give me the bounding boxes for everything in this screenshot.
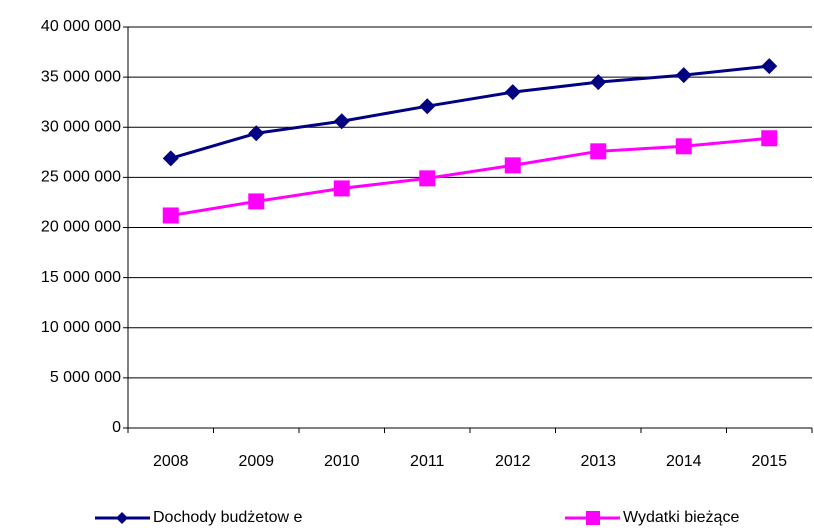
marker bbox=[419, 98, 436, 115]
marker bbox=[248, 125, 265, 142]
marker bbox=[162, 207, 179, 224]
x-tick-label: 2014 bbox=[666, 453, 702, 470]
x-tick-label: 2015 bbox=[751, 453, 787, 470]
y-tick-label: 10 000 000 bbox=[41, 319, 121, 336]
y-tick-label: 0 bbox=[112, 419, 121, 436]
y-tick-label: 5 000 000 bbox=[50, 369, 121, 386]
x-tick-label: 2010 bbox=[324, 453, 360, 470]
marker bbox=[675, 138, 692, 155]
y-tick-label: 20 000 000 bbox=[41, 219, 121, 236]
x-tick-label: 2013 bbox=[580, 453, 616, 470]
y-tick-label: 25 000 000 bbox=[41, 169, 121, 186]
legend-label: Wydatki bieżące bbox=[623, 509, 739, 526]
legend-marker bbox=[586, 511, 600, 525]
marker bbox=[162, 150, 179, 167]
marker bbox=[590, 74, 607, 91]
marker bbox=[504, 157, 521, 174]
marker bbox=[761, 58, 778, 75]
y-tick-label: 40 000 000 bbox=[41, 18, 121, 35]
marker bbox=[419, 170, 436, 187]
marker bbox=[248, 193, 265, 210]
x-tick-label: 2011 bbox=[410, 453, 445, 470]
marker bbox=[333, 180, 350, 197]
series-line bbox=[170, 136, 770, 217]
marker bbox=[504, 84, 521, 101]
x-tick-label: 2012 bbox=[495, 453, 531, 470]
series-line bbox=[170, 64, 770, 160]
marker bbox=[675, 67, 692, 84]
marker bbox=[590, 143, 607, 160]
x-tick-label: 2009 bbox=[238, 453, 274, 470]
x-tick-label: 2008 bbox=[153, 453, 189, 470]
y-tick-label: 30 000 000 bbox=[41, 118, 121, 135]
marker bbox=[761, 130, 778, 147]
legend-marker bbox=[116, 512, 128, 524]
legend-label: Dochody budżetow e bbox=[153, 509, 303, 526]
y-tick-label: 15 000 000 bbox=[41, 269, 121, 286]
marker bbox=[333, 113, 350, 130]
y-tick-label: 35 000 000 bbox=[41, 68, 121, 85]
